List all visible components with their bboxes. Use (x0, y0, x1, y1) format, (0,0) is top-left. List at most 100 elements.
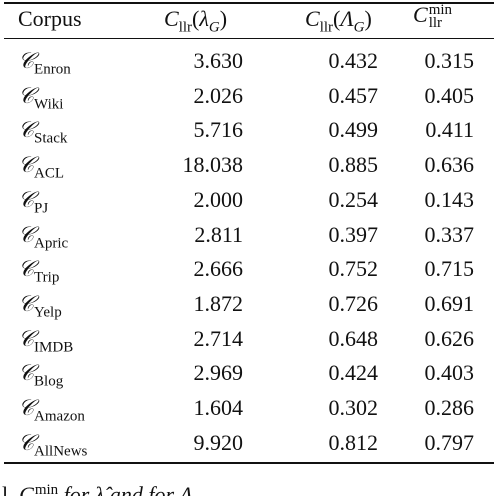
subscript: Stack (34, 130, 68, 147)
corpus-name: 𝒞PJ (18, 186, 48, 215)
value-cell: 0.648 (328, 325, 379, 351)
value-cell: 2.666 (193, 256, 244, 282)
open-paren: ( (192, 6, 200, 31)
bottom-rule (4, 462, 494, 464)
subscript: Blog (34, 373, 64, 390)
subscript: llr (428, 15, 443, 31)
open-paren: ( (333, 6, 341, 31)
subscript: Trip (34, 269, 60, 286)
corpus-name: 𝒞AllNews (18, 429, 87, 458)
close-paren: ) (219, 6, 228, 31)
superscript: min (34, 482, 59, 496)
subscript: Yelp (34, 304, 62, 321)
value-cell: 0.397 (328, 221, 379, 247)
symbol: 𝒞 (18, 429, 35, 455)
argument-subscript: G (208, 19, 220, 36)
caption-text: l. (2, 482, 20, 496)
value-cell: 0.405 (424, 82, 475, 108)
symbol: C (305, 6, 320, 31)
argument: Λ (340, 6, 354, 31)
symbol: C (164, 6, 179, 31)
subscript: AllNews (34, 443, 88, 460)
corpus-name: 𝒞Wiki (18, 82, 63, 111)
value-cell: 2.714 (193, 325, 244, 351)
header-cell: Cllr(λG) (164, 6, 228, 35)
symbol: 𝒞 (18, 48, 35, 73)
subscript: Amazon (34, 408, 85, 425)
symbol: 𝒞 (18, 82, 35, 108)
subscript: llr (178, 19, 193, 36)
subscript: Enron (34, 61, 71, 78)
corpus-name: 𝒞Blog (18, 360, 63, 389)
value-cell: 0.691 (424, 290, 475, 316)
symbol: 𝒞 (18, 186, 35, 212)
value-cell: 3.630 (193, 48, 244, 73)
symbol: 𝒞 (18, 221, 35, 247)
value-cell: 2.026 (193, 82, 244, 108)
close-paren: ) (364, 6, 372, 31)
value-cell: 0.752 (328, 256, 379, 282)
symbol: 𝒞 (18, 395, 35, 420)
caption-text: Λ (179, 482, 193, 496)
value-cell: 0.885 (328, 152, 379, 178)
corpus-name: 𝒞Enron (18, 48, 71, 77)
value-cell: 0.499 (328, 117, 379, 143)
value-cell: 0.715 (424, 256, 475, 282)
corpus-name: 𝒞Yelp (18, 290, 62, 319)
corpus-name: 𝒞Trip (18, 256, 59, 285)
value-cell: 9.920 (193, 429, 244, 455)
value-cell: 0.457 (328, 82, 379, 108)
value-cell: 0.626 (424, 325, 475, 351)
symbol: C (19, 482, 34, 496)
header-cell: Cllr(ΛG) (305, 6, 372, 35)
value-cell: 1.604 (193, 395, 244, 420)
subscript: PJ (34, 200, 49, 217)
argument: λ (199, 6, 209, 31)
value-cell: 0.411 (425, 117, 474, 143)
value-cell: 5.716 (193, 117, 244, 143)
symbol: 𝒞 (18, 325, 35, 351)
superscript: min (428, 2, 453, 18)
symbol: 𝒞 (18, 152, 35, 178)
corpus-name: 𝒞Amazon (18, 395, 85, 424)
value-cell: 0.797 (424, 429, 475, 455)
value-cell: 2.000 (193, 186, 244, 212)
corpus-name: 𝒞IMDB (18, 325, 73, 354)
symbol: 𝒞 (18, 256, 35, 282)
argument-subscript: G (353, 19, 365, 36)
value-cell: 0.143 (424, 186, 475, 212)
value-cell: 0.302 (328, 395, 379, 420)
subscript: Apric (34, 234, 69, 251)
value-cell: 2.811 (194, 221, 243, 247)
caption-text: for λ̂ and for (58, 482, 180, 496)
value-cell: 2.969 (193, 360, 244, 386)
value-cell: 0.403 (424, 360, 475, 386)
value-cell: 0.424 (328, 360, 379, 386)
symbol: 𝒞 (18, 290, 35, 316)
subscript: IMDB (34, 338, 74, 355)
symbol: 𝒞 (18, 360, 35, 386)
value-cell: 0.286 (424, 395, 475, 420)
value-cell: 0.812 (328, 429, 379, 455)
subscript: llr (319, 19, 334, 36)
corpus-name: 𝒞ACL (18, 152, 64, 181)
value-cell: 1.872 (193, 290, 244, 316)
subscript: ACL (34, 165, 65, 182)
value-cell: 0.726 (328, 290, 379, 316)
value-cell: 0.636 (424, 152, 475, 178)
value-cell: 18.038 (182, 152, 244, 178)
value-cell: 0.432 (328, 48, 379, 73)
header-corpus: Corpus (18, 6, 82, 31)
corpus-name: 𝒞Apric (18, 221, 68, 250)
symbol: 𝒞 (18, 117, 35, 143)
value-cell: 0.315 (424, 48, 475, 73)
top-rule (4, 2, 494, 4)
value-cell: 0.254 (328, 186, 379, 212)
subscript: Wiki (34, 96, 64, 113)
corpus-name: 𝒞Stack (18, 117, 67, 146)
symbol: C (413, 2, 428, 28)
